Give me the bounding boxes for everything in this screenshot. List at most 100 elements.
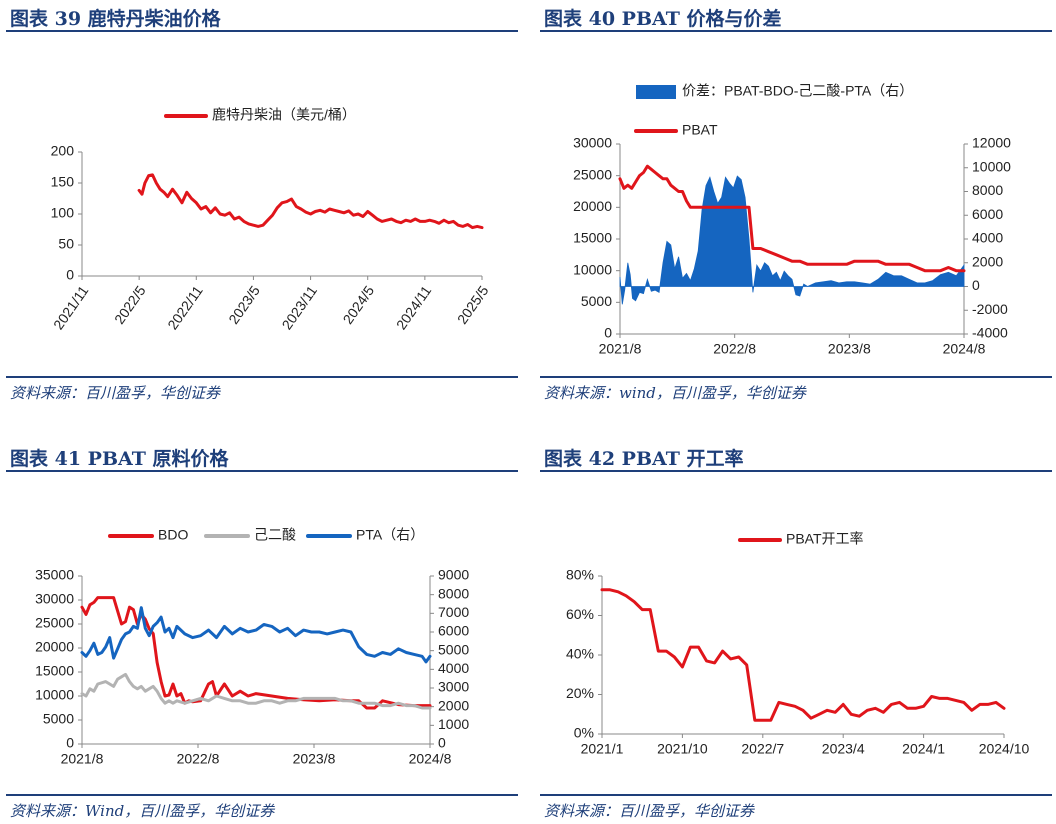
y2-tick-label: 2000 (972, 253, 1003, 269)
y-tick-label: 0 (66, 267, 74, 283)
y-tick-label: 200 (51, 143, 75, 159)
y2-tick-label: 0 (972, 277, 980, 293)
y-tick-label: 20000 (35, 639, 74, 655)
x-tick-label: 2022/8 (713, 341, 756, 357)
y-tick-label: 20000 (573, 198, 612, 214)
source-note: 资料来源：wind，百川盈孚，华创证券 (544, 384, 806, 402)
x-tick-label: 2021/11 (50, 283, 92, 333)
y-tick-label: 10000 (35, 687, 74, 703)
source-bar: 资料来源：wind，百川盈孚，华创证券 (540, 376, 1052, 406)
y2-tick-label: 4000 (438, 660, 469, 676)
x-tick-label: 2024/1 (902, 741, 945, 757)
x-tick-label: 2021/1 (581, 741, 624, 757)
x-tick-label: 2024/8 (943, 341, 986, 357)
series-line (80, 672, 432, 710)
y2-tick-label: 1000 (438, 716, 469, 732)
legend-label: PTA（右） (356, 527, 424, 543)
y2-tick-label: 9000 (438, 567, 469, 583)
y-tick-label: 50 (58, 236, 74, 252)
panel-pbat-operating-rate: 图表 42 PBAT 开工率 0% 20% 40% 60% 80% 2021/1 2021/… (540, 442, 1052, 824)
legend-label: 己二酸 (254, 527, 296, 543)
panel-title-bar: 图表 39 鹿特丹柴油价格 (6, 2, 518, 32)
y-tick-label: 30000 (573, 135, 612, 151)
legend-label: PBAT (682, 122, 718, 138)
x-tick-label: 2023/4 (822, 741, 865, 757)
panel-title: 图表 40 PBAT 价格与价差 (544, 8, 782, 30)
panel-pbat-raw-materials: 图表 41 PBAT 原料价格 0 5000 10000 15000 20000 2500… (6, 442, 518, 824)
x-tick-label: 2023/5 (225, 282, 263, 326)
x-tick-label: 2021/10 (657, 741, 708, 757)
y2-tick-label: -2000 (972, 301, 1008, 317)
y2-tick-label: 4000 (972, 230, 1003, 246)
chart-rotterdam-diesel: 0 50 100 150 200 2021/11 2022/5 2022/11 2023/5 20… (50, 107, 492, 333)
x-tick-label: 2023/8 (828, 341, 871, 357)
y-tick-label: 30000 (35, 591, 74, 607)
chart-pbat-price-spread: 050001000015000200002500030000-4000-2000… (573, 83, 1011, 357)
x-tick-label: 2024/5 (340, 282, 378, 326)
y-tick-label: 60% (566, 606, 594, 622)
y-tick-label: 0 (66, 735, 74, 751)
legend-label: BDO (158, 527, 188, 543)
y-tick-label: 5000 (581, 293, 612, 309)
y-tick-label: 40% (566, 646, 594, 662)
source-bar: 资料来源：百川盈孚，华创证券 (540, 794, 1052, 824)
x-tick-label: 2022/11 (164, 283, 206, 333)
y2-tick-label: 3000 (438, 679, 469, 695)
panel-title-bar: 图表 40 PBAT 价格与价差 (540, 2, 1052, 32)
y-tick-label: 0% (574, 725, 594, 741)
y2-tick-label: 8000 (438, 585, 469, 601)
y2-tick-label: -4000 (972, 325, 1008, 341)
series-line (80, 596, 432, 710)
y-tick-label: 20% (566, 685, 594, 701)
panel-title: 图表 41 PBAT 原料价格 (10, 448, 229, 470)
x-tick-label: 2022/8 (177, 751, 220, 767)
source-bar: 资料来源：百川盈孚，华创证券 (6, 376, 518, 406)
y2-tick-label: 7000 (438, 604, 469, 620)
x-tick-label: 2024/8 (409, 751, 452, 767)
y2-tick-label: 0 (438, 735, 446, 751)
x-tick-label: 2021/8 (61, 751, 104, 767)
x-tick-label: 2021/8 (599, 341, 642, 357)
legend-label: 价差：PBAT-BDO-己二酸-PTA（右） (682, 83, 913, 99)
x-tick-label: 2023/8 (293, 751, 336, 767)
chart-pbat-raw-materials: 0 5000 10000 15000 20000 25000 30000 35000 0 1000… (35, 527, 469, 767)
y-tick-label: 5000 (43, 711, 74, 727)
x-tick-label: 2022/7 (741, 741, 784, 757)
y-tick-label: 35000 (35, 567, 74, 583)
x-tick-label: 2025/5 (454, 282, 492, 326)
y-tick-label: 15000 (573, 230, 612, 246)
legend-swatch (636, 85, 676, 99)
source-note: 资料来源：Wind，百川盈孚，华创证券 (10, 802, 275, 820)
panel-rotterdam-diesel: 图表 39 鹿特丹柴油价格 0 50 100 150 200 2021/11 2022/5 2… (6, 2, 518, 406)
series-area (619, 175, 965, 305)
series-line (80, 606, 432, 664)
panel-pbat-price-spread: 图表 40 PBAT 价格与价差 0 5000 10000 15000 20000 250… (540, 2, 1052, 406)
y-tick-label: 80% (566, 567, 594, 583)
y-tick-label: 25000 (573, 166, 612, 182)
y2-tick-label: 8000 (972, 182, 1003, 198)
x-tick-label: 2023/11 (279, 283, 321, 333)
series-line (600, 588, 1006, 722)
series-line (137, 173, 484, 230)
y-tick-label: 10000 (573, 261, 612, 277)
source-note: 资料来源：百川盈孚，华创证券 (10, 384, 221, 402)
series-line (618, 164, 966, 273)
y-tick-label: 100 (51, 205, 75, 221)
panel-title: 图表 42 PBAT 开工率 (544, 448, 744, 470)
legend-label: 鹿特丹柴油（美元/桶） (212, 107, 356, 123)
chart-pbat-operating-rate: 0% 20% 40% 60% 80% 2021/1 2021/10 2022/7 2023/4 2… (566, 531, 1030, 757)
x-tick-label: 2024/10 (979, 741, 1030, 757)
source-note: 资料来源：百川盈孚，华创证券 (544, 802, 755, 820)
x-tick-label: 2022/5 (111, 282, 149, 326)
y-tick-label: 150 (51, 174, 75, 190)
y2-tick-label: 6000 (438, 623, 469, 639)
x-tick-label: 2024/11 (393, 283, 435, 333)
y2-tick-label: 2000 (438, 697, 469, 713)
y2-tick-label: 12000 (972, 135, 1011, 151)
y2-tick-label: 5000 (438, 641, 469, 657)
y-tick-label: 25000 (35, 615, 74, 631)
y2-tick-label: 10000 (972, 158, 1011, 174)
panel-title-bar: 图表 41 PBAT 原料价格 (6, 442, 518, 472)
y-tick-label: 0 (604, 325, 612, 341)
panel-title: 图表 39 鹿特丹柴油价格 (10, 8, 221, 30)
